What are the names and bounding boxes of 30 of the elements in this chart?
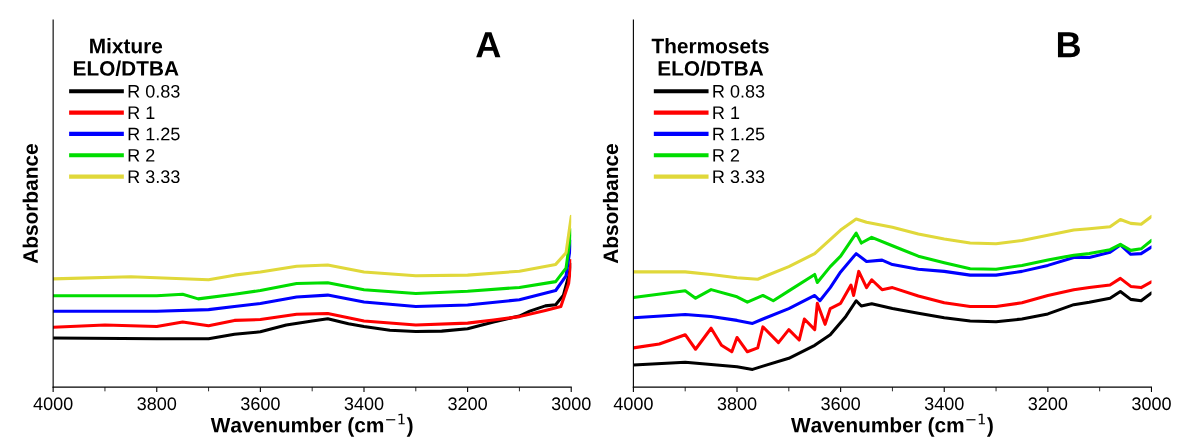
legend-label: R 2 xyxy=(713,148,740,162)
x-tick-label: 3600 xyxy=(240,397,280,411)
x-tick-label: 4000 xyxy=(33,397,73,411)
legend-label: R 1.25 xyxy=(128,127,180,141)
x-tick-label: 4000 xyxy=(613,397,653,411)
legend-label: R 3.33 xyxy=(128,170,180,184)
y-axis-title: Absorbance xyxy=(602,144,619,264)
legend-label: R 2 xyxy=(128,148,155,162)
x-tick-label: 3000 xyxy=(1132,397,1171,411)
x-tick-label: 3800 xyxy=(137,397,177,411)
legend-label: R 0.83 xyxy=(713,84,765,98)
x-axis-title: Wavenumber (cm$^{−1}$) xyxy=(210,413,413,437)
legend-label: R 1 xyxy=(128,106,155,119)
y-axis-title: Absorbance xyxy=(22,144,38,264)
legend-label: R 1 xyxy=(713,106,740,119)
x-tick-label: 3600 xyxy=(821,397,861,411)
legend-label: R 1.25 xyxy=(713,127,765,141)
text: A xyxy=(476,32,501,58)
x-tick-label: 3000 xyxy=(551,397,591,411)
x-tick-label: 3400 xyxy=(344,397,384,411)
x-tick-label: 3800 xyxy=(717,397,757,411)
legend-label: R 0.83 xyxy=(128,84,180,98)
x-axis-title: Wavenumber (cm$^{−1}$) xyxy=(791,413,993,437)
legend-title: Thermosets ELO/DTBA xyxy=(651,38,769,77)
legend-label: R 3.33 xyxy=(713,170,765,184)
legend-title: Mixture ELO/DTBA xyxy=(73,38,179,77)
x-tick-label: 3400 xyxy=(924,397,964,411)
text: B xyxy=(1057,32,1080,58)
x-tick-label: 3200 xyxy=(1028,397,1068,411)
x-tick-label: 3200 xyxy=(448,397,487,411)
